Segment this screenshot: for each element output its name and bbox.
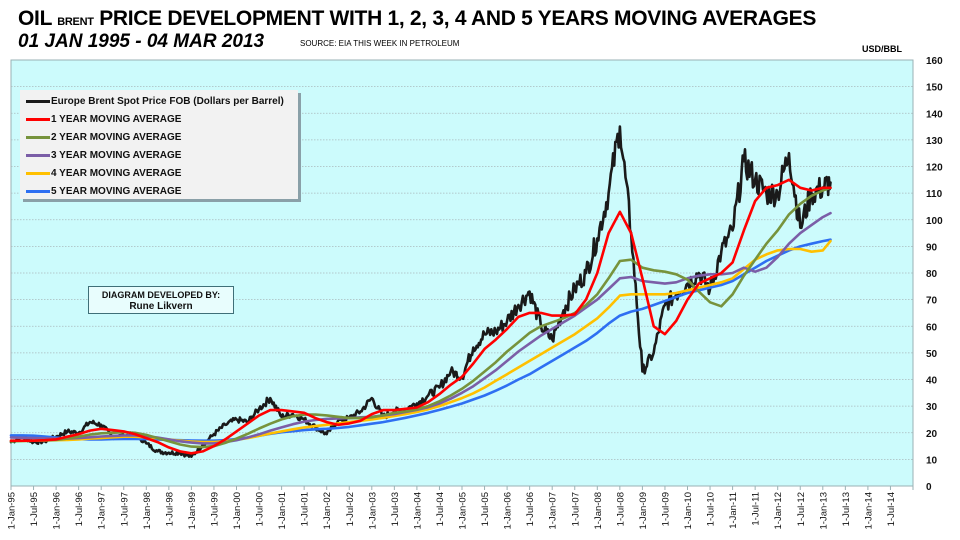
x-tick-label: 1-Jul-97 [119, 492, 130, 526]
x-tick-label: 1-Jul-00 [255, 492, 266, 526]
x-tick-label: 1-Jul-10 [706, 492, 717, 526]
series-line-brent-price [9, 125, 832, 458]
legend-item-5yr-ma: 5 YEAR MOVING AVERAGE [26, 182, 298, 200]
x-tick-label: 1-Jul-95 [29, 492, 40, 526]
y-tick-label: 90 [926, 242, 938, 253]
x-tick-label: 1-Jul-96 [74, 492, 85, 526]
legend-swatch [26, 189, 50, 193]
y-tick-label: 140 [926, 109, 943, 120]
legend-swatch [26, 117, 50, 121]
x-tick-label: 1-Jul-04 [435, 492, 446, 526]
y-tick-label: 100 [926, 216, 943, 227]
y-tick-label: 50 [926, 349, 938, 360]
legend-swatch [26, 99, 50, 103]
x-tick-label: 1-Jan-96 [52, 492, 63, 530]
legend-label: Europe Brent Spot Price FOB (Dollars per… [51, 95, 284, 107]
x-tick-label: 1-Jan-95 [7, 492, 18, 530]
legend-swatch [26, 153, 50, 157]
y-tick-label: 120 [926, 163, 943, 174]
x-tick-label: 1-Jul-12 [796, 492, 807, 526]
legend-label: 5 YEAR MOVING AVERAGE [51, 185, 182, 197]
credit-heading: DIAGRAM DEVELOPED BY: [101, 290, 221, 300]
x-tick-label: 1-Jan-99 [187, 492, 198, 530]
legend-label: 2 YEAR MOVING AVERAGE [51, 131, 182, 143]
x-tick-label: 1-Jan-98 [142, 492, 153, 530]
x-tick-label: 1-Jan-03 [367, 492, 378, 530]
x-axis-ticks: 1-Jan-95 1-Jul-95 1-Jan-96 1-Jul-96 1-Jan-97… [7, 486, 914, 530]
x-tick-label: 1-Jul-07 [570, 492, 581, 526]
y-tick-label: 20 [926, 429, 938, 440]
x-tick-label: 1-Jul-14 [886, 492, 897, 526]
y-tick-label: 60 [926, 322, 938, 333]
x-tick-label: 1-Jan-11 [728, 492, 739, 529]
legend-item-3yr-ma: 3 YEAR MOVING AVERAGE [26, 146, 298, 164]
x-tick-label: 1-Jan-12 [773, 492, 784, 530]
x-tick-label: 1-Jan-14 [863, 492, 874, 530]
x-tick-label: 1-Jan-97 [97, 492, 108, 530]
y-axis-unit: USD/BBL [862, 44, 902, 54]
credit-box: DIAGRAM DEVELOPED BY: Rune Likvern [88, 286, 234, 314]
legend-item-4yr-ma: 4 YEAR MOVING AVERAGE [26, 164, 298, 182]
y-tick-label: 0 [926, 482, 932, 493]
x-tick-label: 1-Jan-06 [503, 492, 514, 530]
x-tick-label: 1-Jul-01 [300, 492, 311, 526]
y-tick-label: 40 [926, 376, 938, 387]
y-tick-label: 30 [926, 402, 938, 413]
x-tick-label: 1-Jul-99 [209, 492, 220, 526]
y-axis-ticks: 0 10 20 30 40 50 60 70 80 90 100 110 120 130 140 150 160 [926, 56, 943, 493]
legend-swatch [26, 135, 50, 139]
x-tick-label: 1-Jan-05 [458, 492, 469, 530]
chart-subtitle: 01 JAN 1995 - 04 MAR 2013 [18, 31, 265, 52]
x-tick-label: 1-Jan-07 [548, 492, 559, 530]
y-tick-label: 150 [926, 83, 943, 94]
x-tick-label: 1-Jul-03 [390, 492, 401, 526]
x-tick-label: 1-Jan-02 [322, 492, 333, 530]
gridlines [11, 86, 913, 460]
title-main: PRICE DEVELOPMENT WITH 1, 2, 3, 4 AND 5 … [99, 7, 817, 30]
credit-author: Rune Likvern [129, 301, 193, 312]
x-tick-label: 1-Jul-09 [660, 492, 671, 526]
legend-label: 1 YEAR MOVING AVERAGE [51, 113, 182, 125]
legend-label: 3 YEAR MOVING AVERAGE [51, 149, 182, 161]
y-tick-label: 160 [926, 56, 943, 67]
title-oil: OIL [18, 7, 52, 30]
legend-item-2yr-ma: 2 YEAR MOVING AVERAGE [26, 128, 298, 146]
y-tick-label: 110 [926, 189, 943, 200]
series-lines [9, 125, 832, 458]
x-tick-label: 1-Jan-10 [683, 492, 694, 530]
x-tick-label: 1-Jan-09 [638, 492, 649, 530]
x-tick-label: 1-Jul-08 [615, 492, 626, 526]
x-tick-label: 1-Jan-00 [232, 492, 243, 530]
x-tick-label: 1-Jan-04 [412, 492, 423, 530]
x-tick-label: 1-Jul-02 [345, 492, 356, 526]
x-tick-label: 1-Jul-13 [841, 492, 852, 526]
x-tick-label: 1-Jul-11 [751, 492, 762, 526]
series-line-1yr-ma [9, 178, 832, 455]
y-tick-label: 80 [926, 269, 938, 280]
chart-legend: Europe Brent Spot Price FOB (Dollars per… [20, 90, 298, 199]
x-tick-label: 1-Jul-98 [164, 492, 175, 526]
source-note: SOURCE: EIA THIS WEEK IN PETROLEUM [300, 39, 460, 48]
chart-title: OIL BRENT PRICE DEVELOPMENT WITH 1, 2, 3… [18, 7, 816, 31]
x-tick-label: 1-Jan-13 [818, 492, 829, 530]
x-tick-label: 1-Jan-01 [277, 492, 288, 530]
legend-item-1yr-ma: 1 YEAR MOVING AVERAGE [26, 110, 298, 128]
title-brent: BRENT [57, 16, 94, 28]
legend-item-brent-price: Europe Brent Spot Price FOB (Dollars per… [26, 92, 298, 110]
y-tick-label: 130 [926, 136, 943, 147]
legend-swatch [26, 171, 50, 175]
x-tick-label: 1-Jul-05 [480, 492, 491, 526]
y-tick-label: 70 [926, 296, 938, 307]
x-tick-label: 1-Jul-06 [525, 492, 536, 526]
y-tick-label: 10 [926, 455, 938, 466]
legend-label: 4 YEAR MOVING AVERAGE [51, 167, 182, 179]
x-tick-label: 1-Jan-08 [593, 492, 604, 530]
series-line-2yr-ma [9, 186, 832, 449]
